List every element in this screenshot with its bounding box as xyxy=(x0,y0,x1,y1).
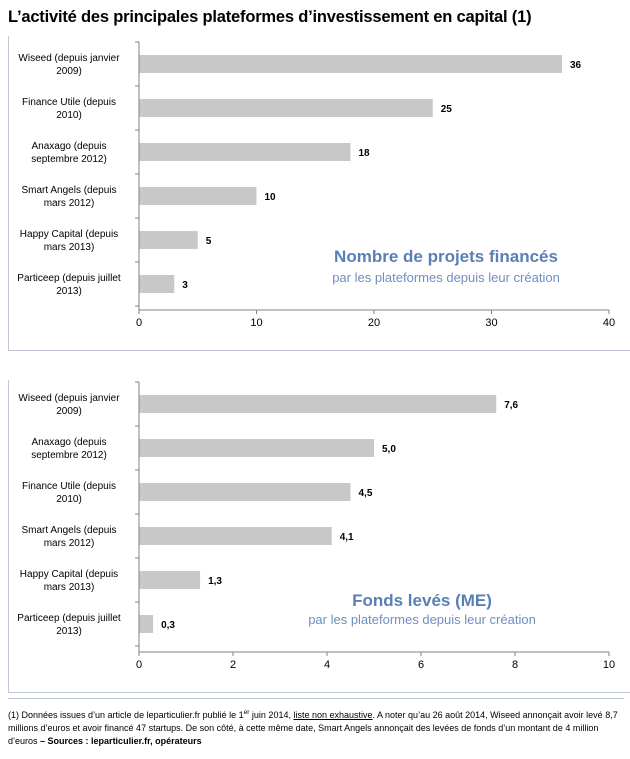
x-tick-label: 30 xyxy=(485,317,497,329)
value-label: 4,1 xyxy=(340,532,354,543)
value-label: 7,6 xyxy=(504,400,518,411)
footnote-text-2: juin 2014, xyxy=(249,710,294,720)
bar xyxy=(139,55,562,73)
x-tick-label: 40 xyxy=(603,317,615,329)
x-tick-label: 10 xyxy=(250,317,262,329)
category-label: Particeep (depuis juillet 2013) xyxy=(17,613,121,637)
chart-title: Fonds levés (ME) xyxy=(352,591,492,610)
category-label-line: 2010) xyxy=(56,494,82,505)
x-tick-label: 0 xyxy=(136,659,142,671)
category-label-line: 2009) xyxy=(56,406,82,417)
category-label: Anaxago (depuis septembre 2012) xyxy=(31,141,107,165)
category-label: Happy Capital (depuis mars 2013) xyxy=(20,569,118,593)
chart-subtitle: par les plateformes depuis leur création xyxy=(308,612,536,627)
bar xyxy=(139,527,332,545)
value-label: 36 xyxy=(570,60,582,71)
chart-subtitle: par les plateformes depuis leur création xyxy=(332,270,560,285)
category-label: Anaxago (depuis septembre 2012) xyxy=(31,437,107,461)
bar xyxy=(139,483,351,501)
bar xyxy=(139,571,201,589)
bar xyxy=(139,439,374,457)
x-tick-label: 0 xyxy=(136,317,142,329)
bar xyxy=(139,187,257,205)
bar xyxy=(139,143,351,161)
category-label-line: 2009) xyxy=(56,66,82,77)
category-label-line: 2010) xyxy=(56,110,82,121)
value-label: 0,3 xyxy=(161,620,175,631)
x-tick-label: 4 xyxy=(324,659,330,671)
x-tick-label: 10 xyxy=(603,659,615,671)
chart-title: Nombre de projets financés xyxy=(334,247,558,266)
category-label-line: septembre 2012) xyxy=(31,450,107,461)
category-label-line: mars 2012) xyxy=(44,538,95,549)
category-label-line: Wiseed (depuis janvier xyxy=(18,53,120,64)
category-label: Wiseed (depuis janvier 2009) xyxy=(18,53,120,77)
category-label: Finance Utile (depuis 2010) xyxy=(22,481,116,505)
value-label: 3 xyxy=(182,280,188,291)
x-tick-label: 20 xyxy=(368,317,380,329)
bar xyxy=(139,275,175,293)
value-label: 25 xyxy=(441,104,453,115)
footnote-superscript: er xyxy=(243,709,250,716)
category-label-line: Wiseed (depuis janvier xyxy=(18,393,120,404)
category-label-line: Particeep (depuis juillet xyxy=(17,613,121,624)
chart-funds: Wiseed (depuis janvier 2009) 7,6 Anaxago (d… xyxy=(17,381,615,671)
value-label: 4,5 xyxy=(359,488,373,499)
footnote-underlined: liste non exhaustive xyxy=(293,710,373,720)
category-label: Smart Angels (depuis mars 2012) xyxy=(21,525,116,549)
chart-panel-projects: Wiseed (depuis janvier 2009) 36 Finance Uti… xyxy=(8,36,630,351)
value-label: 5,0 xyxy=(382,444,396,455)
category-label-line: Smart Angels (depuis xyxy=(21,525,116,536)
category-label-line: mars 2012) xyxy=(44,198,95,209)
bar xyxy=(139,231,198,249)
category-label-line: Finance Utile (depuis xyxy=(22,97,116,108)
category-label-line: Happy Capital (depuis xyxy=(20,229,118,240)
category-label: Finance Utile (depuis 2010) xyxy=(22,97,116,121)
category-label-line: Finance Utile (depuis xyxy=(22,481,116,492)
footnote-sources: – Sources : leparticulier.fr, opérateurs xyxy=(37,736,202,746)
category-label-line: Anaxago (depuis xyxy=(31,141,106,152)
value-label: 10 xyxy=(265,192,277,203)
chart-panel-funds: Wiseed (depuis janvier 2009) 7,6 Anaxago (d… xyxy=(8,380,630,693)
bar xyxy=(139,99,433,117)
category-label-line: 2013) xyxy=(56,626,82,637)
value-label: 1,3 xyxy=(208,576,222,587)
category-label-line: Happy Capital (depuis xyxy=(20,569,118,580)
footnote-text-3: . A noter qu’au 26 août 2014, Wiseed ann… xyxy=(8,710,618,746)
x-tick-label: 6 xyxy=(418,659,424,671)
category-label-line: Smart Angels (depuis xyxy=(21,185,116,196)
category-label: Happy Capital (depuis mars 2013) xyxy=(20,229,118,253)
category-label: Wiseed (depuis janvier 2009) xyxy=(18,393,120,417)
bar xyxy=(139,395,497,413)
footnote-text-1: (1) Données issues d’un article de lepar… xyxy=(8,710,244,720)
category-label-line: Particeep (depuis juillet xyxy=(17,273,121,284)
category-label: Particeep (depuis juillet 2013) xyxy=(17,273,121,297)
category-label-line: mars 2013) xyxy=(44,582,95,593)
category-label: Smart Angels (depuis mars 2012) xyxy=(21,185,116,209)
category-label-line: mars 2013) xyxy=(44,242,95,253)
value-label: 5 xyxy=(206,236,212,247)
category-label-line: Anaxago (depuis xyxy=(31,437,106,448)
footnote: (1) Données issues d’un article de lepar… xyxy=(8,698,624,748)
value-label: 18 xyxy=(359,148,371,159)
x-tick-label: 2 xyxy=(230,659,236,671)
bar xyxy=(139,615,154,633)
page-title: L’activité des principales plateformes d… xyxy=(8,8,532,26)
category-label-line: 2013) xyxy=(56,286,82,297)
x-tick-label: 8 xyxy=(512,659,518,671)
category-label-line: septembre 2012) xyxy=(31,154,107,165)
chart-projects: Wiseed (depuis janvier 2009) 36 Finance Uti… xyxy=(17,41,615,329)
